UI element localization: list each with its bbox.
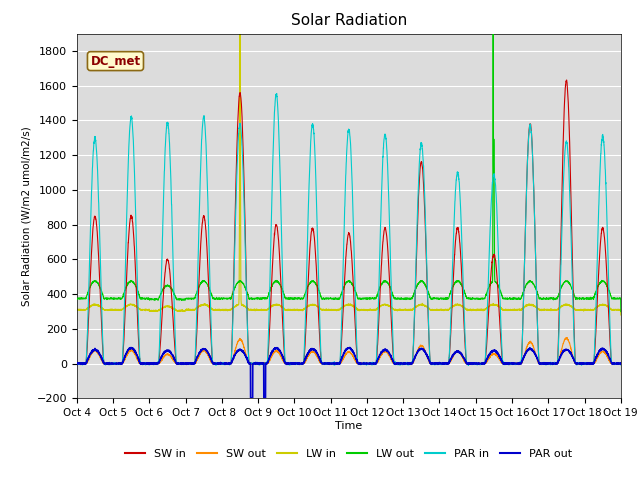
Title: Solar Radiation: Solar Radiation [291, 13, 407, 28]
Text: DC_met: DC_met [90, 55, 141, 68]
Y-axis label: Solar Radiation (W/m2 umol/m2/s): Solar Radiation (W/m2 umol/m2/s) [21, 126, 31, 306]
X-axis label: Time: Time [335, 421, 362, 431]
Legend: SW in, SW out, LW in, LW out, PAR in, PAR out: SW in, SW out, LW in, LW out, PAR in, PA… [121, 444, 577, 463]
